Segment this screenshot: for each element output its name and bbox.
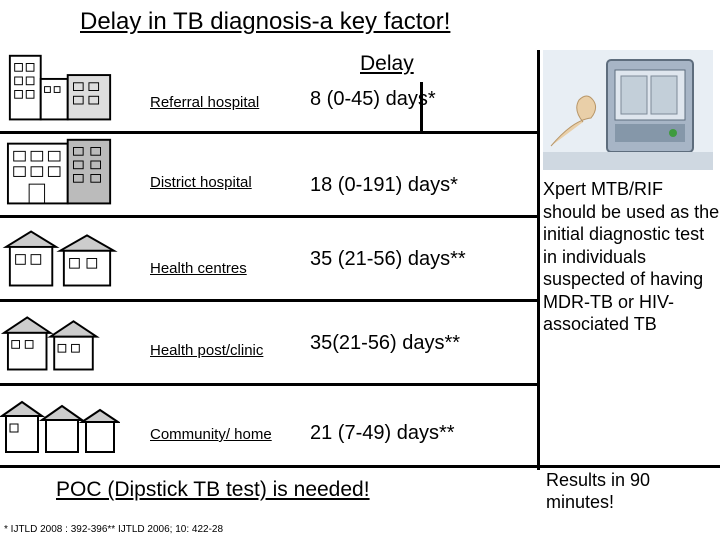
level-label: Referral hospital <box>150 94 259 111</box>
delay-value: 8 (0-45) days* <box>310 88 436 111</box>
table-row: Community/ home 21 (7-49) days** <box>120 386 540 470</box>
delay-value: 18 (0-191) days* <box>310 174 458 197</box>
bottom-row: POC (Dipstick TB test) is needed! Result… <box>0 465 720 515</box>
level-label: District hospital <box>150 174 252 191</box>
health-centres-illustration <box>0 218 120 302</box>
referral-hospital-illustration <box>0 50 120 134</box>
poc-text: POC (Dipstick TB test) is needed! <box>56 478 370 502</box>
footnote-citation: * IJTLD 2008 : 392-396** IJTLD 2006; 10:… <box>4 524 223 535</box>
delay-value: 35(21-56) days** <box>310 332 460 355</box>
table-row: Referral hospital 8 (0-45) days* <box>120 50 540 134</box>
table-row: Health centres 35 (21-56) days** <box>120 218 540 302</box>
right-column: Xpert MTB/RIF should be used as the init… <box>543 50 720 470</box>
results-90-text: Results in 90 minutes! <box>546 470 716 513</box>
level-label: Community/ home <box>150 426 272 443</box>
health-post-illustration <box>0 302 120 386</box>
table-row: Health post/clinic 35(21-56) days** <box>120 302 540 386</box>
level-label: Health centres <box>150 260 247 277</box>
slide-title: Delay in TB diagnosis-a key factor! <box>80 8 450 36</box>
delay-value: 21 (7-49) days** <box>310 422 455 445</box>
healthcare-level-illustrations <box>0 50 120 470</box>
level-label: Health post/clinic <box>150 342 263 359</box>
xpert-machine-icon <box>543 50 713 170</box>
delay-value: 35 (21-56) days** <box>310 248 466 271</box>
district-hospital-illustration <box>0 134 120 218</box>
slide: Delay in TB diagnosis-a key factor! <box>0 0 720 540</box>
delay-table: Delay Referral hospital 8 (0-45) days* D… <box>120 50 540 470</box>
advice-text: Xpert MTB/RIF should be used as the init… <box>543 178 720 336</box>
community-home-illustration <box>0 386 120 470</box>
table-row: District hospital 18 (0-191) days* <box>120 134 540 218</box>
